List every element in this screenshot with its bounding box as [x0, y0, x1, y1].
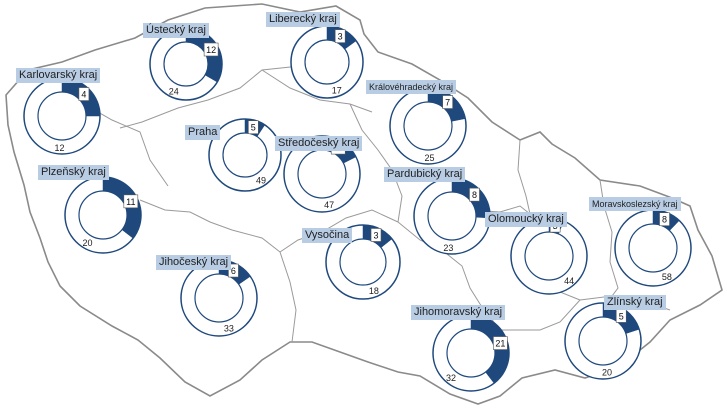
donut-hole — [524, 231, 574, 281]
donut-chart: 12 24 — [149, 27, 223, 101]
remainder-value-label: 33 — [224, 323, 234, 333]
donut-hole — [297, 149, 347, 199]
donut-hole — [194, 273, 244, 323]
donut-hole — [578, 316, 628, 366]
donut-hole — [339, 238, 387, 286]
donut-chart: 8 23 — [413, 177, 491, 255]
remainder-value-label: 44 — [564, 276, 574, 286]
region-label-jihocesky: Jihočeský kraj — [156, 255, 232, 270]
region-border — [397, 221, 481, 305]
share-value-label: 7 — [445, 98, 450, 108]
share-value-label: 6 — [231, 266, 236, 276]
donut-chart: 6 33 — [180, 259, 258, 337]
region-label-plzensky: Plzeňský kraj — [38, 165, 109, 180]
share-label-box — [442, 95, 453, 109]
remainder-value-label: 20 — [82, 238, 92, 248]
region-label-kralovehradecky: Královéhradecký kraj — [366, 80, 457, 94]
share-label-box — [370, 228, 382, 242]
donut-hole — [163, 41, 209, 87]
remainder-value-label: 58 — [662, 272, 672, 282]
remainder-value-label: 25 — [425, 153, 435, 163]
region-label-karlovarsky: Karlovarský kraj — [16, 68, 101, 83]
remainder-value-label: 47 — [324, 200, 334, 210]
donut-chart: 3 17 — [290, 25, 364, 99]
region-border — [279, 251, 297, 343]
share-label-box — [659, 212, 670, 227]
share-value-label: 12 — [206, 45, 216, 55]
donut-chart: 11 20 — [64, 176, 142, 254]
donut-chart: 7 25 — [389, 87, 467, 165]
share-value-label: 3 — [374, 230, 379, 240]
region-label-moravskoslezsky: Moravskoslezský kraj — [589, 197, 681, 211]
donut-hole — [304, 39, 350, 85]
share-label-box — [123, 194, 139, 209]
remainder-value-label: 20 — [602, 368, 612, 378]
donut-chart: 1047 — [283, 135, 361, 213]
region-label-pardubicky: Pardubický kraj — [384, 167, 466, 182]
donut-chart: 3 18 — [325, 224, 401, 300]
region-label-stredocesky: Středočeský kraj — [275, 136, 363, 151]
donut-chart: 8 58 — [614, 209, 692, 287]
donut-share-slice — [102, 176, 142, 239]
donut-chart: 21 32 — [432, 314, 510, 392]
share-value-label: 21 — [495, 339, 505, 349]
share-label-box — [469, 187, 480, 202]
donut-chart: 5 20 — [564, 302, 642, 380]
share-value-label: 5 — [251, 123, 256, 133]
remainder-value-label: 32 — [446, 373, 456, 383]
share-label-box — [203, 42, 219, 57]
donut-hole — [222, 132, 268, 178]
region-label-ustecky: Ústecký kraj — [143, 23, 209, 38]
share-label-box — [78, 87, 90, 101]
region-label-liberecky: Liberecký kraj — [266, 12, 340, 27]
region-label-vysocina: Vysočina — [302, 228, 353, 243]
donut-chart: 344 — [510, 217, 588, 295]
remainder-value-label: 24 — [169, 86, 179, 96]
region-label-jihomoravsky: Jihomoravský kraj — [411, 305, 506, 320]
donut-hole — [628, 223, 678, 273]
share-value-label: 8 — [472, 190, 477, 200]
country-outline — [5, 3, 723, 405]
donut-hole — [446, 328, 496, 378]
region-label-olomoucky: Olomoucký kraj — [485, 212, 567, 227]
donut-hole — [78, 190, 128, 240]
donut-chart: 5 49 — [208, 118, 282, 192]
remainder-value-label: 12 — [54, 143, 64, 153]
share-label-box — [493, 336, 508, 350]
donut-chart: 4 12 — [23, 77, 101, 155]
region-border — [139, 199, 281, 253]
donut-hole — [403, 101, 453, 151]
share-value-label: 8 — [662, 215, 667, 225]
region-border — [349, 103, 403, 223]
region-label-zlinsky: Zlínský kraj — [604, 295, 666, 310]
remainder-value-label: 17 — [332, 85, 342, 95]
region-border — [261, 69, 373, 113]
share-label-box — [228, 263, 239, 278]
remainder-value-label: 23 — [443, 243, 453, 253]
internal-borders — [61, 65, 671, 343]
remainder-value-label: 49 — [256, 175, 266, 185]
remainder-value-label: 18 — [369, 286, 379, 296]
share-label-box — [334, 29, 346, 43]
share-label-box — [248, 120, 259, 135]
donut-share-slice — [470, 314, 510, 384]
share-value-label: 5 — [619, 311, 624, 321]
region-label-praha: Praha — [185, 125, 221, 140]
share-value-label: 11 — [126, 197, 135, 207]
share-value-label: 4 — [81, 90, 86, 100]
region-border — [279, 209, 399, 253]
region-border — [517, 139, 531, 215]
donut-layer: 3 17 12 24 4 12 7 25 5 49 1047 11 20 8 23 344 8 58 3 18 6 33 2… — [23, 25, 692, 392]
share-value-label: 3 — [338, 32, 343, 42]
